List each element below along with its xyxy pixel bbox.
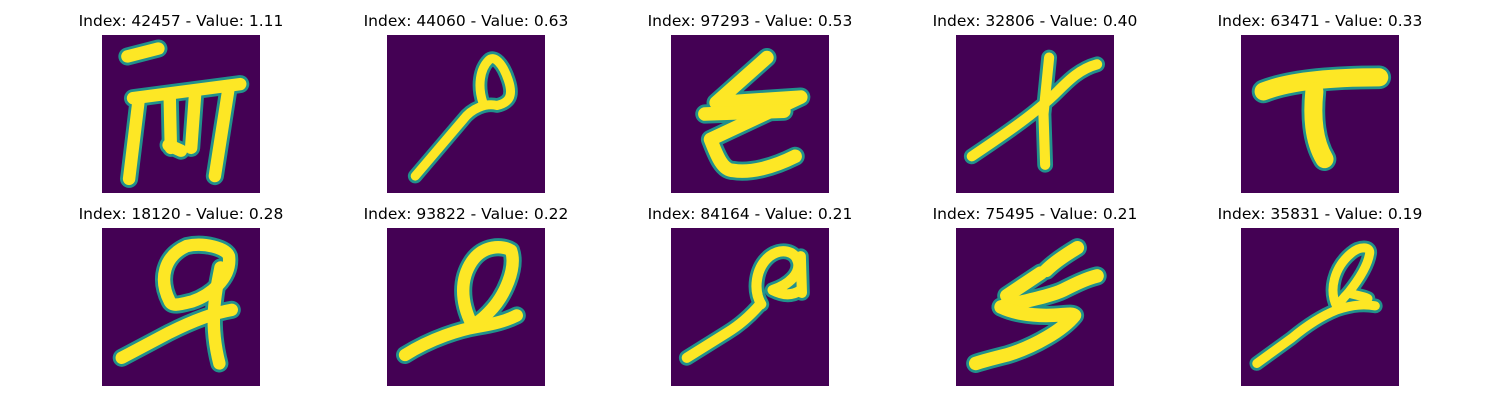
glyph-image	[387, 228, 545, 386]
panel-title: Index: 63471 - Value: 0.33	[1217, 12, 1423, 30]
glyph-image	[956, 228, 1114, 386]
glyph-image	[956, 35, 1114, 193]
glyph-image	[102, 35, 260, 193]
panel-title: Index: 35831 - Value: 0.19	[1217, 205, 1423, 223]
panel-title: Index: 32806 - Value: 0.40	[932, 12, 1138, 30]
panel-title: Index: 97293 - Value: 0.53	[647, 12, 853, 30]
panel-title: Index: 93822 - Value: 0.22	[363, 205, 569, 223]
panel-title: Index: 75495 - Value: 0.21	[932, 205, 1138, 223]
panel-title: Index: 44060 - Value: 0.63	[363, 12, 569, 30]
panel-title: Index: 84164 - Value: 0.21	[647, 205, 853, 223]
glyph-image	[1241, 35, 1399, 193]
glyph-image	[102, 228, 260, 386]
panel-title: Index: 42457 - Value: 1.11	[78, 12, 284, 30]
glyph-image	[671, 228, 829, 386]
glyph-image	[1241, 228, 1399, 386]
panel-title: Index: 18120 - Value: 0.28	[78, 205, 284, 223]
glyph-image	[671, 35, 829, 193]
glyph-image	[387, 35, 545, 193]
